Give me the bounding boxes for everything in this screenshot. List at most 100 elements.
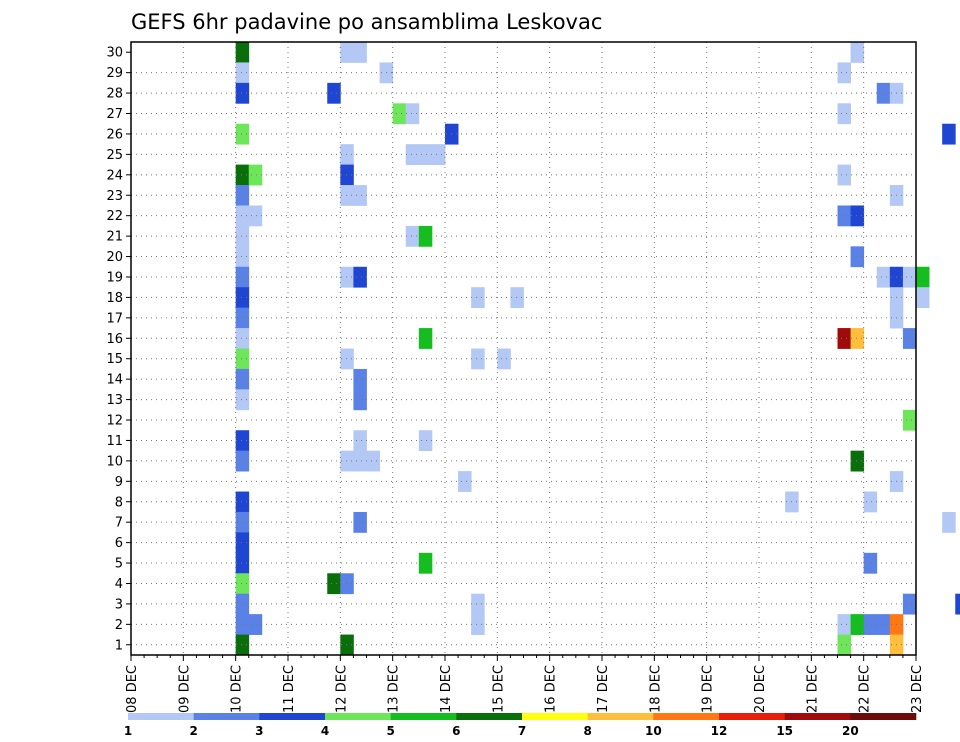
heatmap-cell xyxy=(235,552,250,574)
heatmap-cell xyxy=(327,82,341,104)
heatmap-cell xyxy=(235,348,250,370)
heatmap-cell xyxy=(235,614,250,635)
heatmap-cell xyxy=(916,266,930,288)
heatmap-cell xyxy=(235,246,250,268)
heatmap-cell xyxy=(418,552,433,574)
legend-label: 2 xyxy=(189,724,197,738)
heatmap-cell xyxy=(353,389,367,411)
x-tick-label: 10 DEC xyxy=(230,665,245,713)
heatmap-cell xyxy=(876,82,891,104)
y-tick-label: 18 xyxy=(106,291,123,306)
legend-label: 6 xyxy=(452,724,460,738)
legend-swatch xyxy=(719,713,785,720)
heatmap-cell xyxy=(327,573,341,595)
legend-label: 15 xyxy=(776,724,793,738)
heatmap-cell xyxy=(235,634,250,656)
heatmap-cell xyxy=(235,450,250,472)
heatmap-cell xyxy=(458,471,472,492)
legend-label: 4 xyxy=(321,724,329,738)
heatmap-cell xyxy=(837,614,851,635)
heatmap-cell xyxy=(353,42,367,63)
y-tick-label: 9 xyxy=(115,475,123,490)
heatmap-cell xyxy=(431,144,446,165)
heatmap-cell xyxy=(471,614,485,635)
y-tick-label: 6 xyxy=(115,536,123,551)
chart-title: GEFS 6hr padavine po ansamblima Leskovac xyxy=(131,10,602,34)
gridlines xyxy=(131,42,916,655)
legend-swatch xyxy=(456,713,523,720)
x-tick-label: 08 DEC xyxy=(125,665,140,713)
y-tick-label: 3 xyxy=(115,597,123,612)
heatmap-cell xyxy=(235,491,250,513)
y-tick-label: 27 xyxy=(106,107,123,122)
heatmap-cell xyxy=(235,573,250,595)
heatmap-cell xyxy=(235,123,250,145)
y-tick-label: 4 xyxy=(115,577,123,592)
heatmap-cell xyxy=(837,205,851,227)
y-tick-label: 28 xyxy=(106,87,123,102)
legend-label: 3 xyxy=(255,724,263,738)
heatmap-cell xyxy=(902,266,917,288)
heatmap-cell xyxy=(902,593,917,615)
y-tick-label: 1 xyxy=(115,638,123,653)
heatmap-cell xyxy=(340,634,354,656)
heatmap-cell xyxy=(418,144,433,165)
y-tick-label: 19 xyxy=(106,270,123,285)
heatmap-cell xyxy=(235,266,250,288)
y-tick-label: 17 xyxy=(106,311,123,326)
heatmap-cell xyxy=(850,205,865,227)
heatmap-cell xyxy=(353,368,367,390)
y-axis: 1234567891011121314151617181920212223242… xyxy=(106,46,131,653)
legend-label: 8 xyxy=(583,724,591,738)
heatmap-cell xyxy=(902,328,917,349)
heatmap-cell xyxy=(353,450,367,472)
legend-swatch xyxy=(784,713,851,720)
y-tick-label: 5 xyxy=(115,557,123,572)
heatmap-cell xyxy=(497,348,511,370)
y-tick-label: 26 xyxy=(106,127,123,142)
heatmap-cell xyxy=(353,430,367,452)
color-legend: 1 2 3 4 5 6 7 8 10 12 15 20 xyxy=(124,713,917,738)
heatmap-cell xyxy=(850,246,865,268)
x-tick-label: 09 DEC xyxy=(177,665,192,713)
x-tick-label: 17 DEC xyxy=(596,665,611,713)
heatmap-cell xyxy=(353,511,367,533)
heatmap-cell xyxy=(340,144,354,165)
y-tick-label: 25 xyxy=(106,148,123,163)
heatmap-cell xyxy=(235,511,250,533)
heatmap-cell xyxy=(418,328,433,349)
heatmap-cell xyxy=(942,123,956,145)
heatmap-cell xyxy=(235,532,250,554)
y-tick-label: 30 xyxy=(106,46,123,61)
legend-swatch xyxy=(587,713,654,720)
heatmap-cell xyxy=(340,185,354,206)
legend-label: 20 xyxy=(842,724,859,738)
heatmap-cell xyxy=(850,42,865,63)
heatmap-cell xyxy=(471,287,485,309)
y-tick-label: 7 xyxy=(115,516,123,531)
heatmap-cell xyxy=(235,389,250,411)
heatmap-cell xyxy=(248,164,263,186)
heatmap-cell xyxy=(471,348,485,370)
heatmap-cell xyxy=(248,614,263,635)
heatmap-cell xyxy=(955,593,960,615)
y-tick-label: 2 xyxy=(115,618,123,633)
y-tick-label: 21 xyxy=(106,230,123,245)
heatmap-cell xyxy=(235,287,250,309)
legend-label: 10 xyxy=(645,724,662,738)
heatmap-cell xyxy=(916,287,930,309)
heatmap-cell xyxy=(248,205,263,227)
legend-swatch xyxy=(128,713,194,720)
legend-label: 7 xyxy=(518,724,526,738)
x-tick-label: 16 DEC xyxy=(544,665,559,713)
heatmap-cell xyxy=(235,205,250,227)
x-tick-label: 15 DEC xyxy=(491,665,506,713)
legend-swatch xyxy=(259,713,326,720)
heatmap-cell xyxy=(235,368,250,390)
heatmap-cell xyxy=(353,266,367,288)
y-tick-label: 20 xyxy=(106,250,123,265)
heatmap-cell xyxy=(366,450,380,472)
x-tick-label: 13 DEC xyxy=(387,665,402,713)
heatmap-cell xyxy=(235,593,250,615)
